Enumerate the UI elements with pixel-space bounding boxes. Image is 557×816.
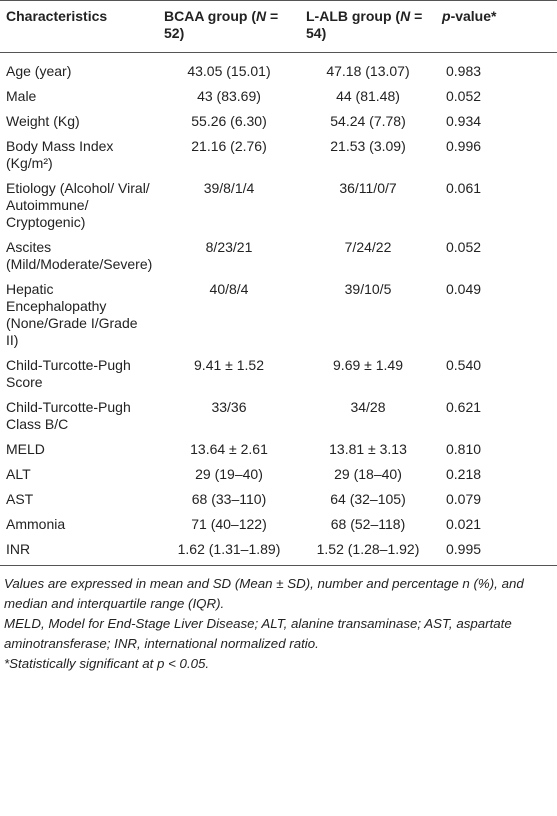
text-segment: *Statistically significant at — [4, 656, 157, 671]
table-cell: 29 (19–40) — [195, 466, 263, 482]
table-cell: 54.24 (7.78) — [330, 113, 406, 129]
table-cell: 33/36 — [211, 399, 247, 415]
table-cell: 0.540 — [446, 357, 482, 373]
header-cell: BCAA group (N = 52) — [158, 1, 300, 53]
table-row: MELD 13.64 ± 2.61 13.81 ± 3.13 0.810 — [0, 437, 557, 462]
table-cell: 55.26 (6.30) — [191, 113, 267, 129]
text-segment: p — [156, 656, 165, 671]
table-cell: 43 (83.69) — [197, 88, 261, 104]
table-cell: 13.64 ± 2.61 — [190, 441, 268, 457]
table-cell: 9.41 ± 1.52 — [194, 357, 264, 373]
table-cell: 64 (32–105) — [330, 491, 406, 507]
footnote: Values are expressed in mean and SD (Mea… — [4, 574, 553, 614]
table-cell: 7/24/22 — [344, 239, 392, 255]
table-cell: 0.049 — [446, 281, 482, 297]
table-row: ALT 29 (19–40) 29 (18–40) 0.218 — [0, 462, 557, 487]
table-row: INR 1.62 (1.31–1.89) 1.52 (1.28–1.92) 0.995 — [0, 537, 557, 566]
table-cell: 0.052 — [446, 88, 482, 104]
table-row: Body Mass Index (Kg/m²) 21.16 (2.76) 21.53… — [0, 134, 557, 176]
text-segment: = 54) — [306, 8, 423, 41]
table-cell: 13.81 ± 3.13 — [329, 441, 407, 457]
text-segment: MELD, Model for End-Stage Liver Disease;… — [4, 616, 512, 651]
table-cell: 8/23/21 — [205, 239, 253, 255]
table-cell: 0.218 — [446, 466, 482, 482]
table-cell: 68 (33–110) — [191, 491, 267, 507]
table-cell: 0.983 — [446, 63, 482, 79]
table-row: Age (year) 43.05 (15.01) 47.18 (13.07) 0.98… — [0, 53, 557, 85]
text-segment: -value* — [450, 8, 497, 24]
table-cell: 39/10/5 — [344, 281, 392, 297]
table-cell: 0.061 — [446, 180, 482, 196]
table-row: Child-Turcotte-Pugh Score 9.41 ± 1.52 9.69… — [0, 353, 557, 395]
text-segment: = 52) — [164, 8, 279, 41]
table-cell: 0.621 — [446, 399, 482, 415]
data-table: Characteristics BCAA group (N = 52) L-ALB … — [0, 0, 557, 566]
table-cell: 71 (40–122) — [191, 516, 267, 532]
table-cell: 68 (52–118) — [330, 516, 406, 532]
table-row: Male 43 (83.69) 44 (81.48) 0.052 — [0, 84, 557, 109]
table-row: Ammonia 71 (40–122) 68 (52–118) 0.021 — [0, 512, 557, 537]
header-row: Characteristics BCAA group (N = 52) L-ALB … — [0, 0, 557, 53]
text-segment: p — [442, 8, 451, 24]
text-segment: Characteristics — [6, 8, 108, 24]
table-row: Ascites (Mild/Moderate/Severe) 8/23/21 7/2… — [0, 235, 557, 277]
table-cell: 0.079 — [446, 491, 482, 507]
table-cell: Etiology (Alcohol/ Viral/ Autoimmune/ Cr… — [6, 180, 150, 230]
text-segment: N — [256, 8, 267, 24]
footnotes: Values are expressed in mean and SD (Mea… — [0, 566, 557, 674]
text-segment: L-ALB group ( — [306, 8, 401, 24]
table-cell: Age (year) — [6, 63, 72, 79]
table-cell: INR — [6, 541, 31, 557]
table-cell: 39/8/1/4 — [203, 180, 255, 196]
table-row: AST 68 (33–110) 64 (32–105) 0.079 — [0, 487, 557, 512]
footnote: MELD, Model for End-Stage Liver Disease;… — [4, 614, 553, 654]
table-cell: MELD — [6, 441, 45, 457]
table-cell: 29 (18–40) — [334, 466, 402, 482]
table-cell: 0.052 — [446, 239, 482, 255]
table-cell: 43.05 (15.01) — [187, 63, 271, 79]
text-segment: BCAA group ( — [164, 8, 257, 24]
table-row: Child-Turcotte-Pugh Class B/C 33/36 34/28 0… — [0, 395, 557, 437]
footnote: *Statistically significant at p < 0.05. — [4, 654, 553, 674]
table-row: Weight (Kg) 55.26 (6.30) 54.24 (7.78) 0.934 — [0, 109, 557, 134]
table-cell: 44 (81.48) — [336, 88, 400, 104]
table-cell: Ascites (Mild/Moderate/Severe) — [6, 239, 153, 272]
table-cell: Hepatic Encephalopathy (None/Grade I/Gra… — [6, 281, 138, 348]
header-cell: L-ALB group (N = 54) — [300, 1, 436, 53]
table-cell: ALT — [6, 466, 31, 482]
table-cell: 34/28 — [350, 399, 386, 415]
table-cell: 1.62 (1.31–1.89) — [177, 541, 281, 557]
table-cell: 40/8/4 — [209, 281, 249, 297]
table-cell: 0.995 — [446, 541, 482, 557]
text-segment: N — [400, 8, 411, 24]
table-cell: 0.996 — [446, 138, 482, 154]
table-row: Etiology (Alcohol/ Viral/ Autoimmune/ Cr… — [0, 176, 557, 235]
table-cell: Ammonia — [6, 516, 66, 532]
text-segment: < 0.05. — [164, 656, 210, 671]
table-cell: 0.021 — [446, 516, 482, 532]
table-cell: AST — [6, 491, 34, 507]
text-segment: Values are expressed in mean and SD (Mea… — [4, 576, 524, 611]
table-row: Hepatic Encephalopathy (None/Grade I/Gra… — [0, 277, 557, 353]
table-cell: Child-Turcotte-Pugh Class B/C — [6, 399, 131, 432]
table-body: Age (year) 43.05 (15.01) 47.18 (13.07) 0.98… — [0, 53, 557, 566]
table-cell: 0.810 — [446, 441, 482, 457]
table-cell: 47.18 (13.07) — [326, 63, 410, 79]
table-cell: Weight (Kg) — [6, 113, 80, 129]
table-cell: Body Mass Index (Kg/m²) — [6, 138, 114, 171]
table-cell: 21.53 (3.09) — [330, 138, 406, 154]
table-cell: 21.16 (2.76) — [191, 138, 267, 154]
table-cell: 9.69 ± 1.49 — [333, 357, 403, 373]
table-cell: 0.934 — [446, 113, 482, 129]
table-cell: Child-Turcotte-Pugh Score — [6, 357, 131, 390]
table-cell: Male — [6, 88, 37, 104]
table-cell: 1.52 (1.28–1.92) — [316, 541, 420, 557]
table-cell: 36/11/0/7 — [339, 180, 397, 196]
header-cell: p-value* — [436, 1, 557, 53]
header-cell: Characteristics — [0, 1, 158, 53]
